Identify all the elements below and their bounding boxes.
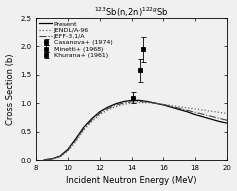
JEFF-3.1/A xyxy=(130,101,133,103)
JENDL/A-96 xyxy=(75,140,77,142)
Present xyxy=(178,108,181,111)
JENDL/A-96 xyxy=(194,108,197,110)
Present xyxy=(154,102,157,104)
JEFF-3.1/A xyxy=(202,113,205,115)
Present xyxy=(51,158,54,160)
JEFF-3.1/A xyxy=(106,108,109,110)
JENDL/A-96 xyxy=(82,129,85,131)
Present xyxy=(59,155,61,157)
Present xyxy=(170,106,173,108)
Present xyxy=(138,99,141,102)
JEFF-3.1/A xyxy=(114,104,117,106)
JEFF-3.1/A xyxy=(59,155,61,158)
JENDL/A-96 xyxy=(98,113,101,116)
Present xyxy=(218,120,220,123)
Present xyxy=(114,103,117,105)
JENDL/A-96 xyxy=(59,156,61,158)
JEFF-3.1/A xyxy=(210,115,213,117)
Present xyxy=(226,122,228,124)
JEFF-3.1/A xyxy=(98,112,101,114)
JENDL/A-96 xyxy=(226,112,228,115)
JENDL/A-96 xyxy=(138,102,141,104)
Present xyxy=(122,100,125,103)
JENDL/A-96 xyxy=(91,120,93,123)
JEFF-3.1/A xyxy=(67,149,69,151)
Present xyxy=(186,111,189,113)
JENDL/A-96 xyxy=(186,107,189,109)
JEFF-3.1/A xyxy=(170,105,173,108)
JENDL/A-96 xyxy=(146,102,149,104)
Y-axis label: Cross Section (b): Cross Section (b) xyxy=(5,53,14,125)
JENDL/A-96 xyxy=(154,102,157,104)
JEFF-3.1/A xyxy=(138,100,141,103)
Legend: Present, JENDL/A-96, JEFF-3.1/A, Casanova+ (1974), Minetti+ (1968), Khurana+ (19: Present, JENDL/A-96, JEFF-3.1/A, Casanov… xyxy=(38,20,114,59)
JENDL/A-96 xyxy=(43,159,46,161)
Present xyxy=(75,137,77,140)
X-axis label: Incident Neutron Energy (MeV): Incident Neutron Energy (MeV) xyxy=(66,176,197,185)
Present xyxy=(67,148,69,150)
JEFF-3.1/A xyxy=(146,101,149,103)
Line: Present: Present xyxy=(44,100,227,160)
JEFF-3.1/A xyxy=(154,102,157,104)
JEFF-3.1/A xyxy=(186,109,189,112)
JEFF-3.1/A xyxy=(194,111,197,113)
Present xyxy=(194,113,197,116)
JEFF-3.1/A xyxy=(226,119,228,121)
JEFF-3.1/A xyxy=(122,102,125,104)
Present xyxy=(98,111,101,113)
Line: JEFF-3.1/A: JEFF-3.1/A xyxy=(44,102,227,160)
JENDL/A-96 xyxy=(114,105,117,108)
JENDL/A-96 xyxy=(178,105,181,108)
Present xyxy=(162,104,165,106)
JENDL/A-96 xyxy=(130,102,133,104)
JEFF-3.1/A xyxy=(178,107,181,109)
JENDL/A-96 xyxy=(170,104,173,107)
JEFF-3.1/A xyxy=(75,139,77,141)
JENDL/A-96 xyxy=(218,111,220,113)
JEFF-3.1/A xyxy=(162,104,165,106)
Present xyxy=(146,100,149,103)
Present xyxy=(91,117,93,120)
Title: $^{123}$Sb(n,2n)$^{122g}$Sb: $^{123}$Sb(n,2n)$^{122g}$Sb xyxy=(94,6,169,19)
JENDL/A-96 xyxy=(51,158,54,160)
JENDL/A-96 xyxy=(67,150,69,152)
JENDL/A-96 xyxy=(162,103,165,105)
JEFF-3.1/A xyxy=(51,158,54,160)
Present xyxy=(82,126,85,128)
Present xyxy=(43,159,46,161)
Present xyxy=(130,99,133,102)
Present xyxy=(106,106,109,108)
JENDL/A-96 xyxy=(210,110,213,112)
JEFF-3.1/A xyxy=(91,119,93,121)
Present xyxy=(202,116,205,118)
JENDL/A-96 xyxy=(202,109,205,111)
JEFF-3.1/A xyxy=(82,127,85,130)
JEFF-3.1/A xyxy=(218,117,220,119)
Present xyxy=(210,118,213,120)
Line: JENDL/A-96: JENDL/A-96 xyxy=(44,103,227,160)
JENDL/A-96 xyxy=(106,109,109,111)
JEFF-3.1/A xyxy=(43,159,46,161)
JENDL/A-96 xyxy=(122,103,125,105)
